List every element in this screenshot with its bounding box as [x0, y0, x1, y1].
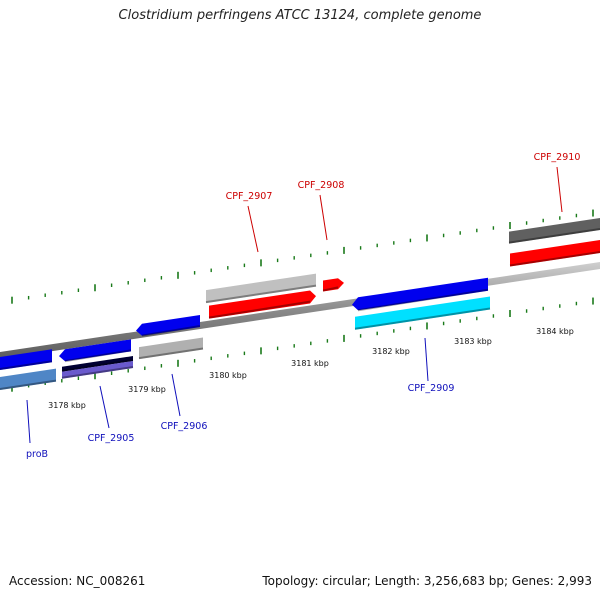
gene-bar-cpf-2905-dark-edge	[61, 359, 134, 372]
kbp-tick-label: 3179 kbp	[128, 385, 166, 394]
cds-arrow-cpf-2907	[209, 290, 316, 319]
gene-label-cpf-2906: CPF_2906	[161, 421, 208, 432]
gene-bar-cpf-2906	[139, 337, 203, 360]
gene-label-cpf-2908: CPF_2908	[298, 180, 345, 191]
cds-bar-cpf-2910-edge	[509, 251, 600, 267]
label-line-cpf-2910	[556, 166, 563, 213]
kbp-tick-label: 3182 kbp	[372, 347, 410, 356]
gene-bar-cpf-2905-dark	[62, 356, 133, 372]
gene-label-prob: proB	[26, 449, 48, 460]
label-line-cpf-2906	[171, 373, 181, 417]
gene-bar-prob	[0, 368, 56, 390]
genome-summary: Topology: circular; Length: 3,256,683 bp…	[262, 574, 592, 588]
gene-bar-cpf-2910-edge	[508, 228, 600, 244]
gene-bar-prob-edge	[0, 379, 57, 390]
cds-arrow-cpf-2909	[352, 277, 488, 311]
cds-arrow-prob-edge	[0, 360, 53, 370]
cds-arrow-cpf-2906	[136, 315, 200, 336]
gene-bar-cpf-2905	[62, 361, 133, 379]
kbp-tick-label: 3183 kbp	[454, 337, 492, 346]
gene-bar-cpf-2907	[206, 273, 316, 304]
label-line-cpf-2905	[99, 385, 110, 429]
label-line-cpf-2909	[424, 337, 429, 382]
gene-bar-cpf-2906-edge	[138, 347, 204, 360]
kbp-tick-label: 3181 kbp	[291, 359, 329, 368]
gene-label-cpf-2907: CPF_2907	[226, 191, 273, 202]
cds-arrow-cpf-2906-edge	[141, 325, 201, 337]
cds-arrow-prob	[0, 349, 52, 370]
cds-arrow-cpf-2907-edge	[208, 300, 311, 319]
gene-label-cpf-2909: CPF_2909	[408, 383, 455, 394]
kbp-tick-labels: 3178 kbp 3179 kbp 3180 kbp 3181 kbp 3182 kbp…	[48, 327, 574, 410]
kbp-tick-label: 3178 kbp	[48, 401, 86, 410]
label-line-prob	[26, 399, 31, 444]
gene-label-cpf-2910: CPF_2910	[534, 152, 581, 163]
gene-label-cpf-2905: CPF_2905	[88, 433, 135, 444]
gene-bar-cpf-2907-edge	[205, 284, 317, 304]
gene-bar-cpf-2905-edge	[61, 366, 134, 379]
gene-labels: proB CPF_2905 CPF_2906 CPF_2907 CPF_2908 CPF_…	[26, 152, 580, 460]
gene-bar-cpf-2909-edge	[354, 307, 491, 330]
cds-arrow-cpf-2905-edge	[64, 349, 132, 363]
map-title: Clostridium perfringens ATCC 13124, comp…	[118, 8, 482, 23]
cds-arrow-cpf-2905	[59, 339, 131, 362]
cds-arrow-cpf-2909-edge	[357, 288, 489, 312]
cds-bar-cpf-2910	[510, 240, 600, 267]
kbp-tick-label: 3180 kbp	[209, 371, 247, 380]
kbp-tick-label: 3184 kbp	[536, 327, 574, 336]
label-line-cpf-2908	[319, 194, 328, 241]
gene-bar-cpf-2909	[355, 296, 490, 330]
cds-arrow-cpf-2908-edge	[322, 286, 339, 292]
accession-text: Accession: NC_008261	[9, 574, 146, 588]
gene-bar-cpf-2910	[509, 218, 600, 244]
gene-tracks	[0, 218, 600, 390]
cds-arrow-cpf-2908	[323, 278, 344, 292]
label-line-cpf-2907	[247, 205, 259, 253]
